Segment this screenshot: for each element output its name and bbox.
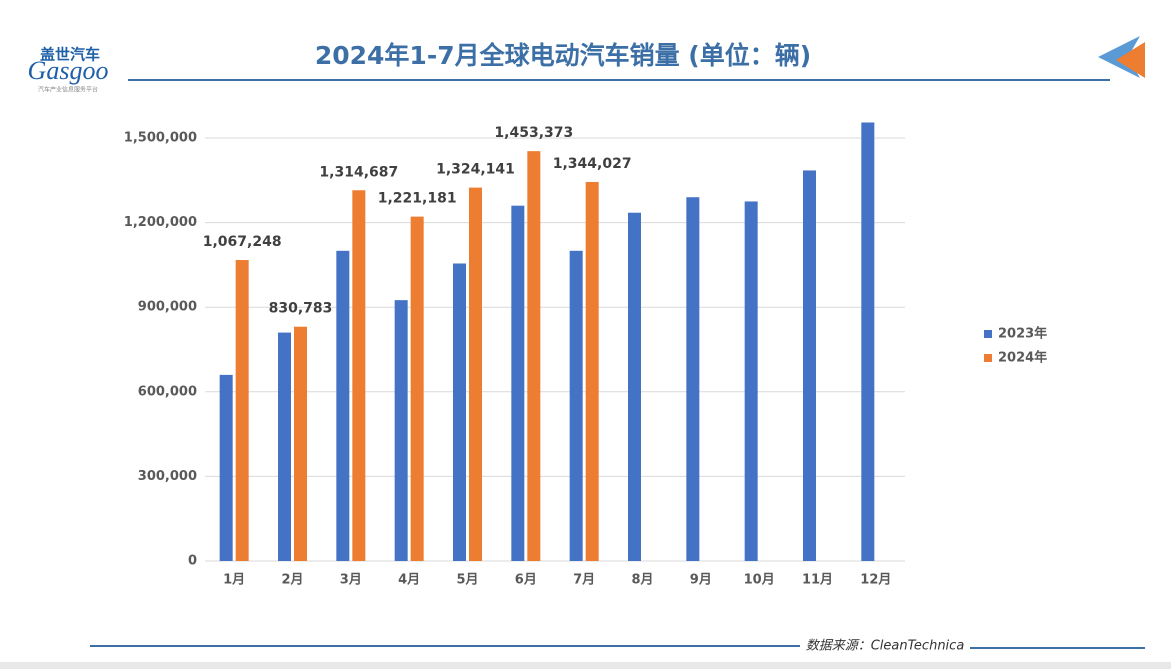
bar xyxy=(527,151,541,562)
bar xyxy=(235,260,249,561)
x-tick-label: 1月 xyxy=(223,573,245,588)
logo-tagline: 汽车产业信息服务平台 xyxy=(38,86,98,94)
bar xyxy=(352,190,366,561)
bar xyxy=(219,374,233,561)
bar xyxy=(278,332,291,561)
x-tick-label: 11月 xyxy=(802,573,833,588)
x-tick-label: 10月 xyxy=(744,573,775,588)
bar xyxy=(628,212,641,562)
y-tick-label: 0 xyxy=(188,554,197,569)
bar xyxy=(569,250,583,562)
x-tick-label: 9月 xyxy=(690,573,712,588)
bar xyxy=(394,300,408,561)
data-label: 1,324,141 xyxy=(436,162,515,178)
data-label: 1,344,027 xyxy=(553,156,632,172)
y-tick-label: 1,500,000 xyxy=(124,131,197,146)
bar xyxy=(294,326,307,561)
x-tick-label: 8月 xyxy=(631,573,653,588)
bar xyxy=(511,205,525,561)
legend-label: 2024年 xyxy=(998,350,1047,366)
x-tick-label: 3月 xyxy=(340,573,362,588)
bar xyxy=(585,181,599,562)
legend-swatch xyxy=(984,330,992,338)
data-label: 1,314,687 xyxy=(319,164,398,180)
chart-title: 2024年1-7月全球电动汽车销量 (单位：辆) xyxy=(315,41,811,70)
x-tick-label: 5月 xyxy=(456,573,478,588)
bar xyxy=(453,263,466,561)
legend-swatch xyxy=(984,354,992,362)
bar xyxy=(803,170,816,561)
bar xyxy=(469,187,482,562)
logo-en: Gasgoo xyxy=(28,56,109,85)
bar xyxy=(861,122,875,562)
x-tick-label: 4月 xyxy=(398,573,420,588)
bottom-bar xyxy=(0,662,1171,669)
arrow-orange xyxy=(1116,42,1145,78)
bar xyxy=(336,250,350,562)
data-label: 830,783 xyxy=(269,301,333,317)
x-tick-label: 12月 xyxy=(860,573,891,588)
bar xyxy=(410,216,424,561)
y-tick-label: 600,000 xyxy=(138,384,197,399)
x-tick-label: 2月 xyxy=(281,573,303,588)
data-label: 1,453,373 xyxy=(494,125,573,141)
y-tick-label: 1,200,000 xyxy=(124,215,197,230)
logo-cn: 盖世汽车 xyxy=(40,46,100,64)
bar xyxy=(686,197,700,561)
x-tick-label: 7月 xyxy=(573,573,595,588)
source-note: 数据来源：CleanTechnica xyxy=(806,639,965,654)
y-tick-label: 900,000 xyxy=(138,300,197,315)
bar xyxy=(744,201,758,561)
data-label: 1,067,248 xyxy=(203,234,282,250)
legend-label: 2023年 xyxy=(998,326,1047,342)
x-tick-label: 6月 xyxy=(515,573,537,588)
data-label: 1,221,181 xyxy=(378,191,457,207)
y-tick-label: 300,000 xyxy=(138,469,197,484)
